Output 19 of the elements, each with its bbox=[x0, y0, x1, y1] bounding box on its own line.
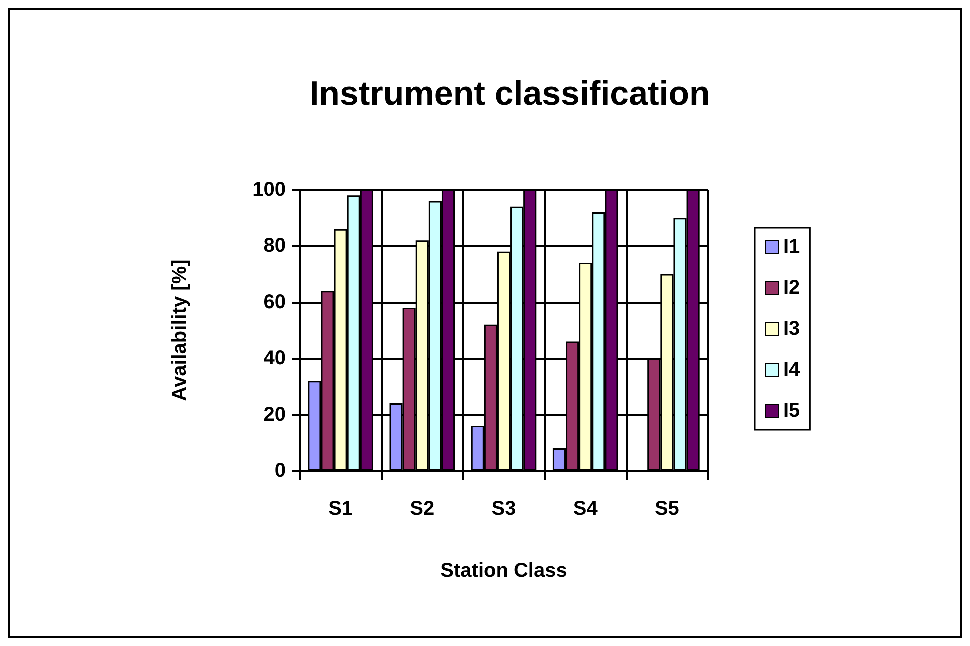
y-tick-label: 40 bbox=[264, 348, 286, 370]
legend-label: I3 bbox=[784, 318, 800, 340]
x-tick-label: S4 bbox=[573, 498, 599, 520]
x-tick-label: S1 bbox=[328, 498, 354, 520]
chart-title: Instrument classification bbox=[310, 75, 710, 113]
legend-label: I4 bbox=[784, 359, 802, 381]
y-tick-label: 80 bbox=[264, 235, 286, 258]
x-tick-label: S3 bbox=[492, 498, 516, 520]
y-tick-label: 60 bbox=[264, 291, 286, 314]
x-axis-title: Station Class bbox=[440, 560, 568, 582]
x-tick-label: S5 bbox=[654, 498, 680, 520]
y-tick-label: 20 bbox=[264, 404, 286, 426]
y-tick-label: 0 bbox=[274, 460, 286, 482]
y-tick-label: 100 bbox=[252, 179, 286, 201]
legend-label: I1 bbox=[784, 236, 800, 258]
legend-label: I2 bbox=[784, 277, 800, 299]
x-tick-label: S2 bbox=[410, 498, 435, 520]
legend-label: I5 bbox=[784, 400, 800, 422]
y-axis-title: Availability [%] bbox=[169, 260, 191, 402]
